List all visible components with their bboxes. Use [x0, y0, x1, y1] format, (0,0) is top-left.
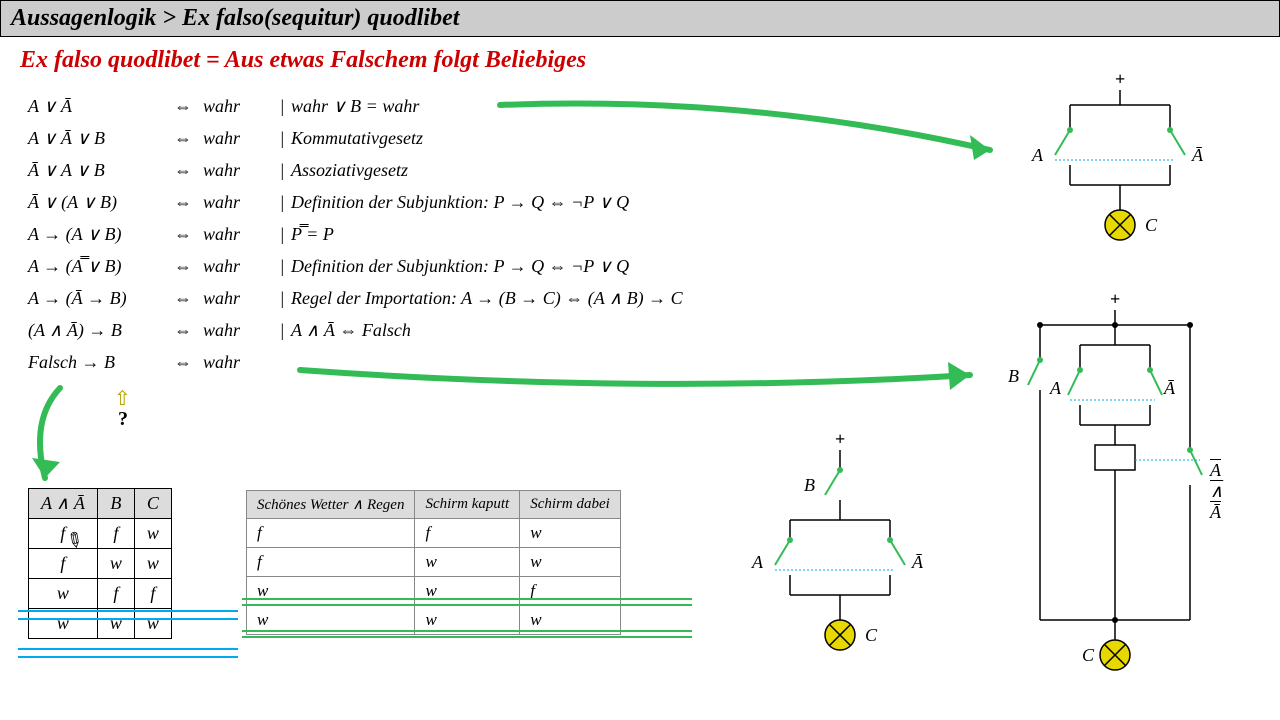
strike-line: [18, 610, 238, 612]
derivation-row: A ∨ Ā⇔wahr|wahr ∨ B = wahr: [28, 90, 683, 122]
derivation-row: A → (A ∨ B)⇔wahr|P̿ = P: [28, 218, 683, 250]
circuit-diagram-2: + B A Ā C: [740, 430, 940, 685]
derivation-row: Falsch → B⇔wahr: [28, 346, 683, 378]
svg-text:+: +: [835, 430, 845, 449]
derivation-row: (A ∧ Ā) → B⇔wahr|A ∧ Ā ⇔ Falsch: [28, 314, 683, 346]
derivation-row: A ∨ Ā ∨ B⇔wahr|Kommutativgesetz: [28, 122, 683, 154]
question-mark: ?: [118, 408, 128, 431]
derivation-row: Ā ∨ (A ∨ B)⇔wahr|Definition der Subjunk…: [28, 186, 683, 218]
truth-table-2: Schönes Wetter ∧ Regen Schirm kaputt Sch…: [246, 490, 621, 635]
svg-text:+: +: [1110, 290, 1120, 309]
strike-line: [242, 636, 692, 638]
derivation-block: A ∨ Ā⇔wahr|wahr ∨ B = wahr A ∨ Ā ∨ B⇔w…: [28, 90, 683, 378]
strike-line: [242, 630, 692, 632]
strike-line: [242, 598, 692, 600]
circuit-diagram-3: +: [1000, 290, 1230, 695]
svg-text:+: +: [1115, 70, 1125, 89]
circuit-diagram-1: + A Ā C: [1020, 70, 1220, 275]
breadcrumb-header: Aussagenlogik > Ex falso(sequitur) quodl…: [0, 0, 1280, 37]
strike-line: [242, 604, 692, 606]
derivation-row: A → (Ā → B)⇔wahr|Regel der Importation:…: [28, 282, 683, 314]
derivation-row: Ā ∨ A ∨ B⇔wahr|Assoziativgesetz: [28, 154, 683, 186]
strike-line: [18, 618, 238, 620]
derivation-row: A → (A̿ ∨ B)⇔wahr|Definition der Subjunk…: [28, 250, 683, 282]
strike-line: [18, 656, 238, 658]
strike-line: [18, 648, 238, 650]
truth-table-1: A ∧ Ā B C ffw fww wff www: [28, 488, 172, 639]
